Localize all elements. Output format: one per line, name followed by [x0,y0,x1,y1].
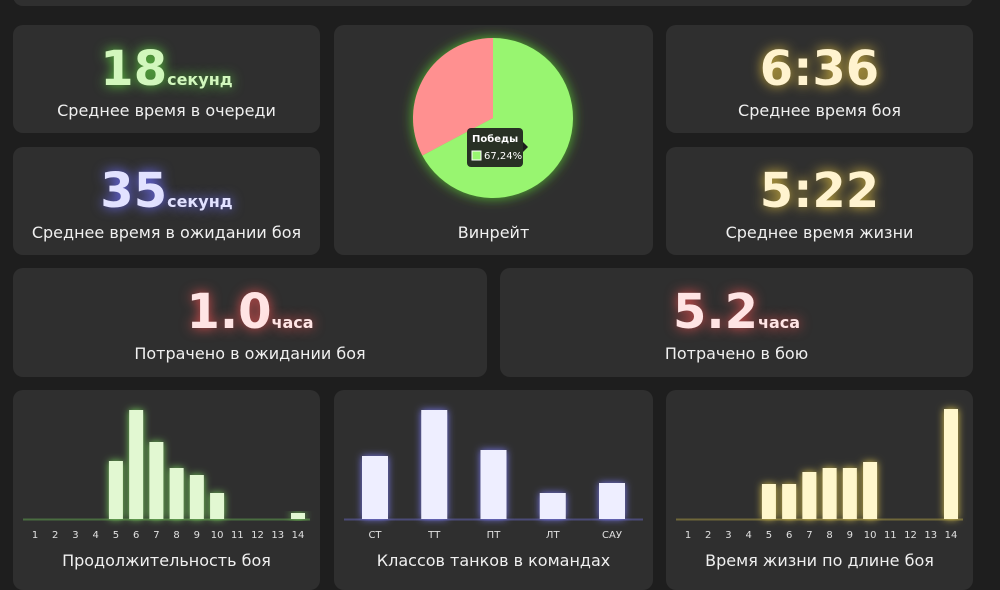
x-tick-label: ЛТ [546,530,561,541]
pie-slices [413,38,573,198]
chart-title: Продолжительность боя [62,551,271,570]
x-tick-label: 12 [251,530,264,541]
value: 5.2 [672,284,758,340]
stat-label: Среднее время боя [738,101,901,120]
stat-label: Среднее время в очереди [57,101,276,120]
x-tick-label: 11 [231,530,244,541]
x-tick-label: 5 [766,530,772,541]
x-tick-label: 1 [32,530,38,541]
value: 35 [100,163,168,219]
x-tick-label: 5 [113,530,119,541]
bar [129,410,144,519]
tooltip-title: Победы [472,133,518,145]
stat-value: 1.0часа [13,288,487,347]
pie-chart: Победы 67,24% [413,38,573,198]
x-tick-label: 10 [211,530,224,541]
tooltip-value: 67,24% [484,151,522,162]
pie-label: Винрейт [457,223,530,242]
stat-card: 35секунд Среднее время в ожидании боя [13,147,320,255]
x-tick-label: 6 [133,530,139,541]
unit: секунд [167,70,233,89]
x-tick-label: ТТ [427,530,441,541]
bar [210,493,225,519]
x-tick-label: 1 [685,530,691,541]
page: {"cards":[ {"value":"18","unit":"секунд"… [13,0,973,590]
x-tick-label: 2 [52,530,58,541]
stat-label: Среднее время жизни [725,223,914,242]
x-tick-label: 9 [194,530,200,541]
stat-card: 1.0часа Потрачено в ожидании боя [13,268,487,377]
x-tick-label: СТ [368,530,382,541]
chart-title: Время жизни по длине боя [705,551,934,570]
stat-value: 18секунд [13,45,320,104]
bar [822,468,837,519]
stat-label: Среднее время в ожидании боя [31,223,302,242]
stat-label: Потрачено в ожидании боя [134,344,366,363]
bar [189,475,204,519]
x-tick-label: 14 [945,530,958,541]
x-tick-label: 13 [924,530,937,541]
x-tick-label: САУ [602,530,622,541]
x-tick-label: 6 [786,530,792,541]
bar [761,484,776,519]
stat-card: 6:36 Среднее время боя [666,25,973,133]
x-tick-label: 7 [153,530,159,541]
chart-title: Классов танков в командах [377,551,610,570]
stat-value: 6:36 [759,41,880,97]
stat-card: 18секунд Среднее время в очереди [13,25,320,133]
chart-card: 1 2 3 4 5 6 7 8 9 10 11 12 13 14 Продолжительность боя [13,390,320,590]
x-tick-label: 14 [292,530,305,541]
x-tick-label: 11 [884,530,897,541]
x-tick-label: 9 [847,530,853,541]
stat-value: 35секунд [13,167,320,226]
bar [108,461,123,519]
bar [362,456,388,519]
bar [539,493,566,519]
value: 1.0 [186,284,272,340]
bar [782,484,797,519]
x-tick-label: 8 [173,530,179,541]
bar [802,472,817,519]
tooltip-swatch [471,150,482,161]
x-tick-label: 2 [705,530,711,541]
bar [599,483,625,519]
bar [863,462,878,519]
stat-card: 5.2часа Потрачено в бою [500,268,973,377]
x-tick-label: 4 [746,530,752,541]
stat-value: 5.2часа [500,288,973,347]
unit: часа [271,313,314,332]
stat-label: Потрачено в бою [664,344,809,363]
tooltip-arrow [523,142,528,152]
x-tick-label: 4 [93,530,99,541]
x-tick-label: 10 [864,530,877,541]
unit: секунд [167,192,233,211]
bar [944,409,958,519]
x-tick-label: ПТ [487,530,502,541]
pie-slice[interactable] [422,38,573,198]
bar [291,513,305,519]
top-panel [13,0,973,6]
x-tick-label: 3 [725,530,731,541]
x-tick-label: 8 [826,530,832,541]
x-tick-label: 13 [271,530,284,541]
unit: часа [757,313,801,332]
bar [842,468,857,519]
pie-slice[interactable] [413,38,493,156]
stat-card: 5:22 Среднее время жизни [666,147,973,255]
bar [421,410,448,519]
value: 18 [100,41,168,97]
bar [480,450,507,519]
x-tick-label: 3 [72,530,78,541]
winrate-card: Победы 67,24% Винрейт [334,25,653,255]
chart-card: СТ ТТ ПТ ЛТ САУ Классов танков в командах [334,390,653,590]
x-tick-label: 7 [806,530,812,541]
chart-card: 1 2 3 4 5 6 7 8 9 10 11 12 13 14 Время жизни по длине … [666,390,973,590]
bar-chart: СТ ТТ ПТ ЛТ САУ Классов танков в командах [344,410,643,570]
x-tick-label: 12 [904,530,917,541]
stat-value: 5:22 [759,163,880,219]
bar [169,468,184,519]
bar [149,442,164,519]
